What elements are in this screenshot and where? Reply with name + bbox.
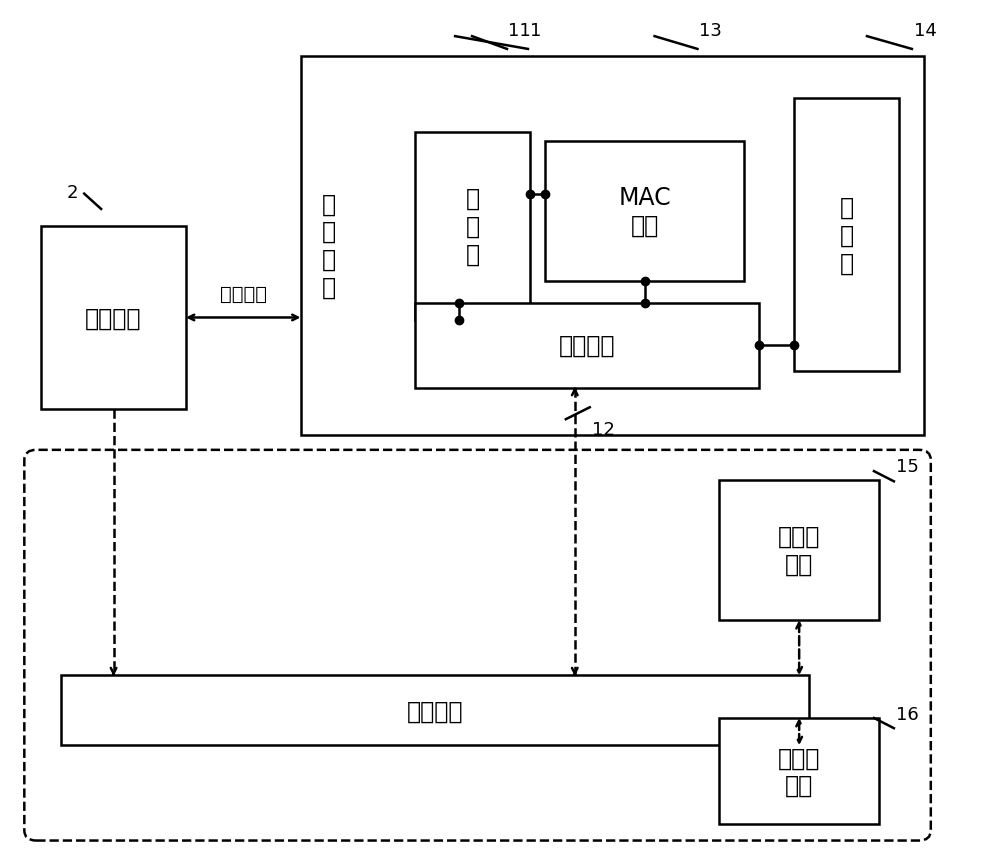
Text: 片上存
储器: 片上存 储器: [778, 525, 820, 576]
Text: 13: 13: [699, 22, 722, 40]
Text: 15: 15: [896, 457, 919, 475]
Text: 16: 16: [896, 705, 919, 722]
Text: 存
储
器: 存 储 器: [839, 195, 854, 275]
Text: 寄存器组: 寄存器组: [559, 334, 616, 357]
FancyBboxPatch shape: [41, 227, 186, 409]
Text: 1: 1: [530, 22, 541, 40]
FancyBboxPatch shape: [719, 718, 879, 824]
Text: 协
处
理
器: 协 处 理 器: [321, 192, 336, 299]
FancyBboxPatch shape: [61, 676, 809, 746]
Text: 11: 11: [508, 22, 531, 40]
FancyBboxPatch shape: [794, 99, 899, 371]
FancyBboxPatch shape: [415, 133, 530, 320]
Text: 指令通道: 指令通道: [220, 285, 267, 304]
Text: 14: 14: [914, 22, 937, 40]
Text: 2: 2: [66, 183, 78, 201]
Text: 片上总线: 片上总线: [407, 699, 463, 722]
FancyBboxPatch shape: [301, 56, 924, 435]
Text: 控
制
器: 控 制 器: [466, 187, 480, 266]
FancyBboxPatch shape: [545, 142, 744, 282]
Text: 主处理器: 主处理器: [85, 306, 142, 330]
Text: 12: 12: [592, 421, 615, 439]
Text: MAC
阵列: MAC 阵列: [618, 186, 671, 238]
FancyBboxPatch shape: [719, 480, 879, 620]
FancyBboxPatch shape: [415, 303, 759, 388]
Text: 片外存
储器: 片外存 储器: [778, 746, 820, 798]
